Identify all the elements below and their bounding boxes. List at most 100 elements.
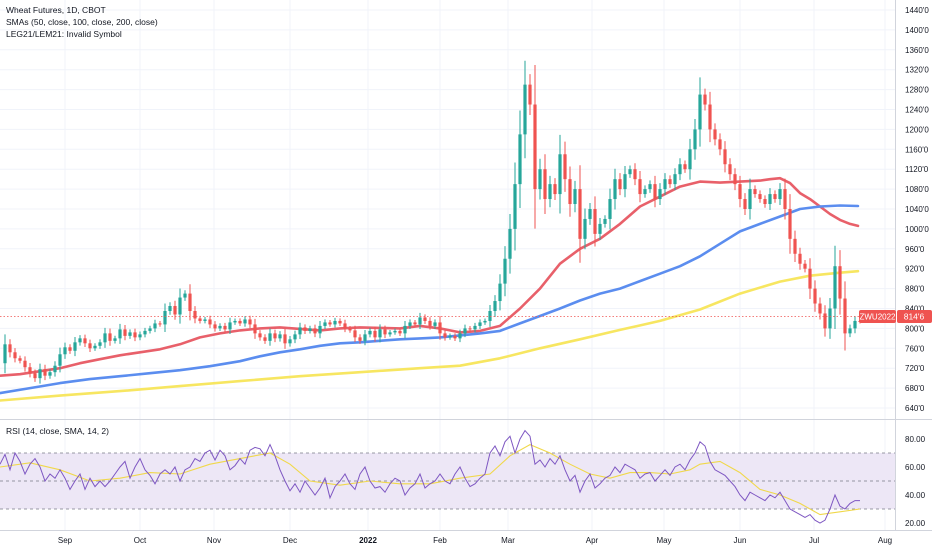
candle-body xyxy=(833,266,837,309)
candle-body xyxy=(543,169,547,200)
candle-body xyxy=(88,343,92,349)
price-scale[interactable]: 640'0 680'0 720'0 760'0 800'0 840'0 880'0 920'0… xyxy=(905,6,929,413)
symbol-tag: ZWU2022 xyxy=(859,313,896,322)
candle-body xyxy=(548,184,552,200)
candle-body xyxy=(68,347,72,351)
rsi-ma-line xyxy=(0,443,861,516)
candle-body xyxy=(813,288,817,304)
time-tick-label: Dec xyxy=(283,536,297,545)
candle-body xyxy=(618,179,622,190)
candle-body xyxy=(538,169,542,190)
candle-body xyxy=(518,134,522,185)
candle-body xyxy=(483,320,487,323)
price-tick-label: 960'0 xyxy=(905,245,925,254)
candle-body xyxy=(13,352,17,359)
candle-body xyxy=(528,84,532,105)
candle-body xyxy=(38,369,42,379)
candle-body xyxy=(763,199,767,205)
candle-body xyxy=(183,293,187,298)
time-tick-label: Apr xyxy=(586,536,599,545)
candle-body xyxy=(498,283,502,302)
price-tick-label: 1360'0 xyxy=(905,46,929,55)
candle-body xyxy=(573,189,577,205)
sma-legend[interactable]: SMAs (50, close, 100, close, 200, close) xyxy=(6,17,158,27)
candle-body xyxy=(393,330,397,333)
candle-body xyxy=(333,320,337,325)
candle-body xyxy=(488,310,492,321)
candle-body xyxy=(213,324,217,329)
rsi-scale[interactable]: 20.00 40.00 60.00 80.00 xyxy=(905,435,926,528)
last-price-tag: 814'6 xyxy=(904,312,925,322)
symbol-tag-bg xyxy=(859,310,896,323)
candle-body xyxy=(673,174,677,185)
candle-body xyxy=(233,320,237,323)
candle-body xyxy=(408,322,412,326)
candle-body xyxy=(823,313,827,329)
candle-body xyxy=(568,179,572,205)
candle-body xyxy=(313,328,317,334)
candle-body xyxy=(153,323,157,329)
time-tick-label: 2022 xyxy=(359,536,377,545)
time-scale[interactable]: Sep Oct Nov Dec 2022 Feb Mar Apr May Jun Jul Aug xyxy=(58,536,892,545)
candle-body xyxy=(828,308,832,329)
rsi-tick-label: 60.00 xyxy=(905,463,926,472)
candle-body xyxy=(98,342,102,346)
main-legend: Wheat Futures, 1D, CBOT SMAs (50, close,… xyxy=(6,4,158,40)
candle-body xyxy=(298,327,302,335)
candle-body xyxy=(788,209,792,239)
candle-body xyxy=(188,293,192,311)
rsi-line xyxy=(0,429,860,524)
candle-body xyxy=(353,330,357,338)
candle-body xyxy=(58,354,62,366)
candle-body xyxy=(53,365,57,373)
spread-legend[interactable]: LEG21/LEM21: Invalid Symbol xyxy=(6,29,122,39)
time-tick-label: Jun xyxy=(734,536,747,545)
candle-body xyxy=(773,194,777,200)
sma-lines xyxy=(0,176,860,402)
price-tick-label: 720'0 xyxy=(905,364,925,373)
candle-body xyxy=(643,189,647,195)
candle-body xyxy=(403,325,407,334)
sma-100-line xyxy=(0,204,860,395)
sma-50-line xyxy=(0,176,860,377)
candle-body xyxy=(728,164,732,175)
candle-body xyxy=(708,104,712,130)
chart-title[interactable]: Wheat Futures, 1D, CBOT xyxy=(6,5,106,15)
candle-body xyxy=(358,337,362,341)
price-tick-label: 1160'0 xyxy=(905,145,929,154)
candle-body xyxy=(73,342,77,351)
rsi-legend: RSI (14, close, SMA, 14, 2) xyxy=(6,425,109,437)
candle-body xyxy=(173,306,177,315)
candle-body xyxy=(493,301,497,311)
candle-body xyxy=(683,164,687,170)
candle-body xyxy=(248,319,252,325)
candle-body xyxy=(688,149,692,170)
candle-body xyxy=(653,184,657,200)
candle-body xyxy=(843,298,847,334)
candle-body xyxy=(323,322,327,326)
candle-body xyxy=(178,297,182,315)
candle-body xyxy=(648,184,652,190)
candle-body xyxy=(523,84,527,135)
candles xyxy=(3,60,862,384)
candle-body xyxy=(118,329,122,339)
price-tick-label: 1440'0 xyxy=(905,6,929,15)
candle-body xyxy=(443,333,447,338)
candle-body xyxy=(263,337,267,341)
price-tick-label: 640'0 xyxy=(905,404,925,413)
candle-body xyxy=(693,129,697,150)
price-tick-label: 1200'0 xyxy=(905,125,929,134)
candle-body xyxy=(93,345,97,349)
time-tick-label: Aug xyxy=(878,536,892,545)
time-tick-label: May xyxy=(656,536,671,545)
rsi-title[interactable]: RSI (14, close, SMA, 14, 2) xyxy=(6,426,109,436)
candle-body xyxy=(383,329,387,335)
candle-body xyxy=(388,332,392,335)
candle-body xyxy=(363,334,367,341)
candle-body xyxy=(78,338,82,343)
candle-body xyxy=(438,322,442,334)
candle-body xyxy=(608,199,612,219)
candle-body xyxy=(128,332,132,336)
